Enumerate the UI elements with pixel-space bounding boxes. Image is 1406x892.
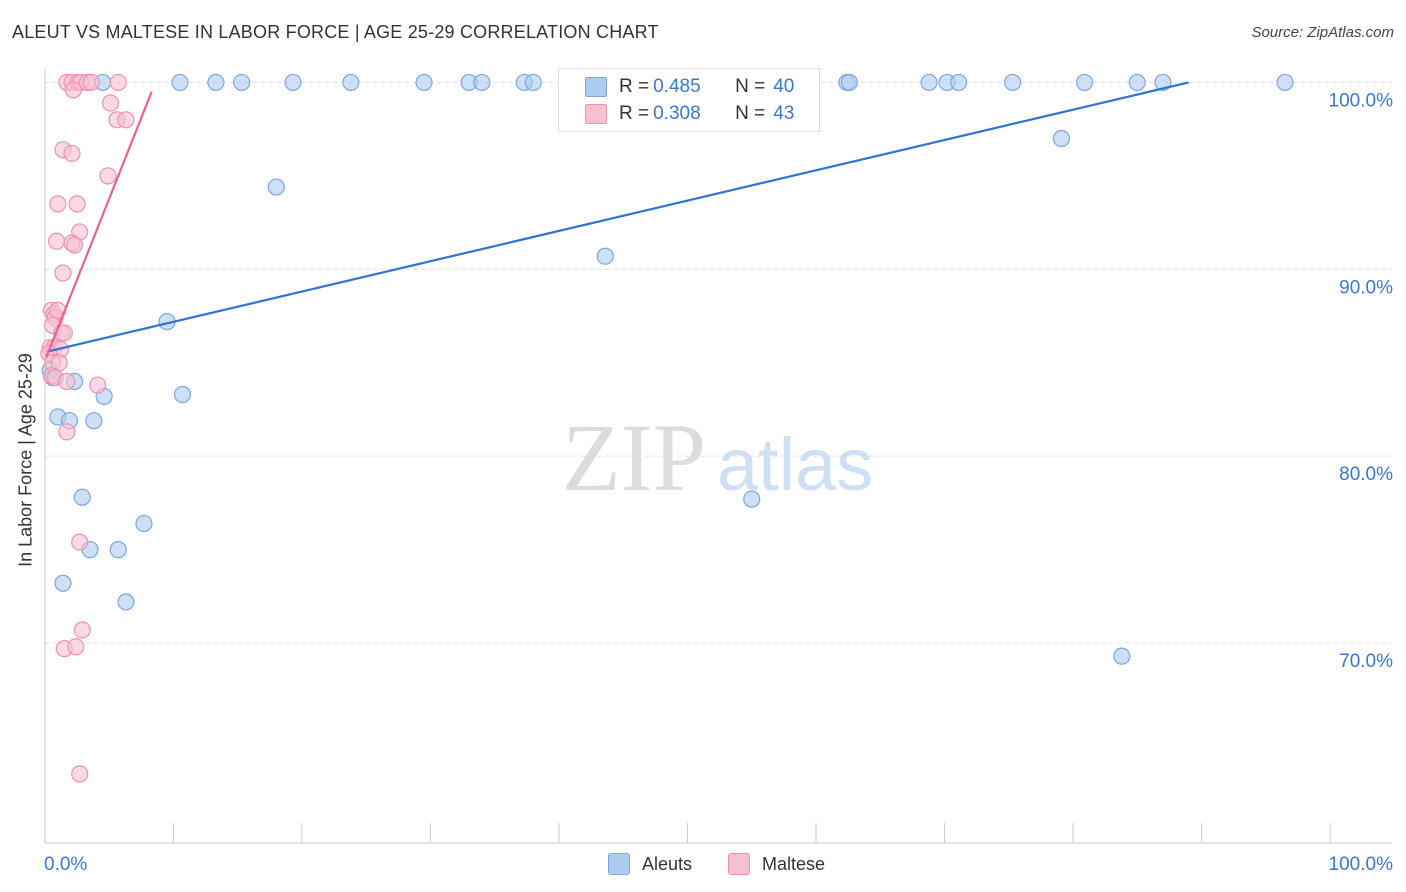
aleuts-point xyxy=(840,73,859,92)
maltese-swatch xyxy=(585,104,607,124)
maltese-point xyxy=(109,73,127,92)
legend-label-aleuts: Aleuts xyxy=(642,853,693,874)
aleuts-point xyxy=(1128,73,1146,92)
aleuts-point xyxy=(284,73,302,92)
aleuts-point xyxy=(85,412,103,430)
aleuts-point xyxy=(109,541,127,559)
aleuts-point xyxy=(207,73,225,92)
maltese-point xyxy=(73,621,91,639)
aleuts-point xyxy=(135,514,153,533)
aleuts-point xyxy=(267,178,285,196)
maltese-point xyxy=(67,638,85,656)
y-axis-label: In Labor Force | Age 25-29 xyxy=(15,353,36,567)
legend-row-maltese: R = 0.308 N = 43 xyxy=(585,101,798,127)
maltese-point xyxy=(71,765,89,783)
grid-lines xyxy=(45,81,1392,644)
tick-labels: 70.0% 80.0% 90.0% 100.0% 0.0% 100.0% xyxy=(44,90,1393,875)
aleuts-point xyxy=(233,73,251,92)
r-value-maltese: 0.308 xyxy=(653,103,701,124)
maltese-point xyxy=(89,376,107,394)
legend-row-aleuts: R = 0.485 N = 40 xyxy=(585,74,798,100)
axes xyxy=(44,68,1392,844)
y-tick-label: 90.0% xyxy=(1339,277,1393,298)
data-points xyxy=(40,73,1294,783)
r-label: R = xyxy=(619,76,650,97)
aleuts-point xyxy=(415,73,433,92)
aleuts-point xyxy=(596,247,614,265)
n-value-aleuts: 40 xyxy=(773,76,795,97)
maltese-point xyxy=(49,195,67,213)
maltese-point xyxy=(82,73,100,92)
aleuts-point xyxy=(1075,73,1094,92)
aleuts-point xyxy=(54,574,72,592)
chart-title: ALEUT VS MALTESE IN LABOR FORCE | AGE 25… xyxy=(12,22,659,42)
legend-item-aleuts: Aleuts xyxy=(608,852,692,876)
maltese-point xyxy=(68,195,86,213)
maltese-swatch xyxy=(728,853,750,875)
trend-lines xyxy=(45,81,1189,358)
aleuts-point xyxy=(1276,73,1294,92)
watermark-atlas: atlas xyxy=(717,423,873,506)
watermark-zip: ZIP xyxy=(562,404,706,511)
legend-label-maltese: Maltese xyxy=(762,853,826,874)
maltese-point xyxy=(64,81,82,99)
aleuts-point xyxy=(950,73,968,92)
maltese-point xyxy=(58,423,76,441)
y-tick-label: 70.0% xyxy=(1339,651,1393,672)
maltese-point xyxy=(65,236,84,254)
y-tick-label: 100.0% xyxy=(1329,90,1394,111)
maltese-point xyxy=(117,111,135,129)
x-tick-label: 100.0% xyxy=(1329,854,1394,875)
stats-legend: R = 0.485 N = 40 R = 0.308 N = 43 xyxy=(558,68,820,132)
aleuts-point xyxy=(743,490,761,508)
aleuts-point xyxy=(171,73,189,92)
n-label: N = xyxy=(735,76,766,97)
x-tick-label: 0.0% xyxy=(44,854,87,875)
y-tick-label: 80.0% xyxy=(1339,464,1393,485)
aleuts-point xyxy=(1113,647,1131,665)
maltese-point xyxy=(47,232,66,250)
aleuts-point xyxy=(117,593,135,611)
aleuts-point xyxy=(73,488,91,506)
aleuts-point xyxy=(1052,129,1071,148)
aleuts-point xyxy=(473,73,491,92)
aleuts-trend-line xyxy=(47,81,1189,353)
maltese-point xyxy=(58,372,76,391)
watermark: ZIP atlas xyxy=(562,404,873,511)
maltese-trend-line xyxy=(45,91,153,358)
aleuts-point xyxy=(342,73,360,92)
aleuts-point xyxy=(920,73,938,92)
n-value-maltese: 43 xyxy=(773,103,795,124)
n-label: N = xyxy=(735,103,766,124)
aleuts-point xyxy=(1004,73,1022,92)
aleuts-point xyxy=(524,73,542,92)
maltese-point xyxy=(54,264,72,282)
r-label: R = xyxy=(619,103,650,124)
aleuts-swatch xyxy=(608,853,630,875)
aleuts-point xyxy=(173,385,192,404)
r-value-aleuts: 0.485 xyxy=(653,76,701,97)
maltese-point xyxy=(99,167,117,185)
maltese-point xyxy=(71,533,89,551)
aleuts-swatch xyxy=(585,77,607,97)
maltese-point xyxy=(101,94,120,112)
maltese-point xyxy=(63,144,81,163)
legend-item-maltese: Maltese xyxy=(728,852,825,876)
source-label: Source: ZipAtlas.com xyxy=(1251,24,1394,41)
